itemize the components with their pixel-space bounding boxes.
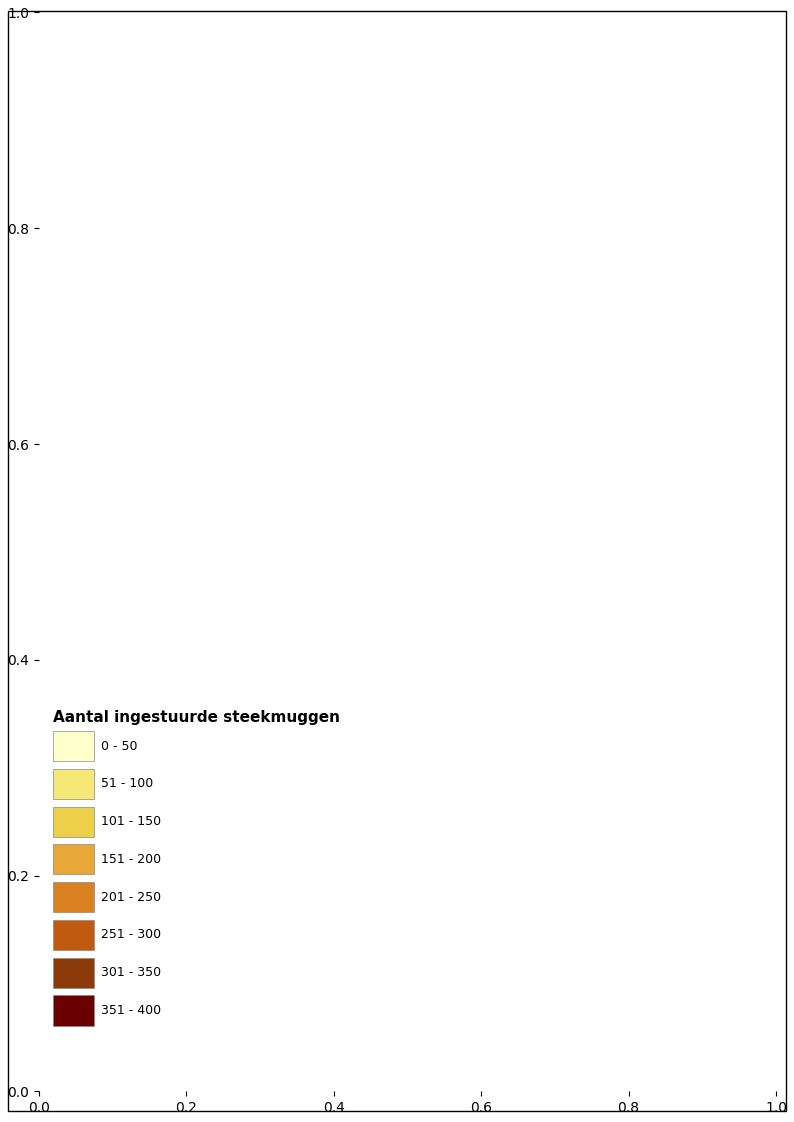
Text: 251 - 300: 251 - 300 <box>102 928 161 941</box>
Text: 301 - 350: 301 - 350 <box>102 966 161 980</box>
Text: 0 - 50: 0 - 50 <box>102 739 138 753</box>
FancyBboxPatch shape <box>53 920 94 950</box>
Text: 101 - 150: 101 - 150 <box>102 815 161 828</box>
Text: 51 - 100: 51 - 100 <box>102 778 153 790</box>
FancyBboxPatch shape <box>53 882 94 912</box>
Text: Aantal ingestuurde steekmuggen: Aantal ingestuurde steekmuggen <box>53 709 341 725</box>
Text: 351 - 400: 351 - 400 <box>102 1004 161 1017</box>
FancyBboxPatch shape <box>53 957 94 987</box>
FancyBboxPatch shape <box>53 807 94 837</box>
FancyBboxPatch shape <box>53 844 94 874</box>
FancyBboxPatch shape <box>53 769 94 799</box>
Text: 201 - 250: 201 - 250 <box>102 891 161 903</box>
FancyBboxPatch shape <box>53 995 94 1026</box>
FancyBboxPatch shape <box>53 732 94 761</box>
Text: 151 - 200: 151 - 200 <box>102 853 161 866</box>
